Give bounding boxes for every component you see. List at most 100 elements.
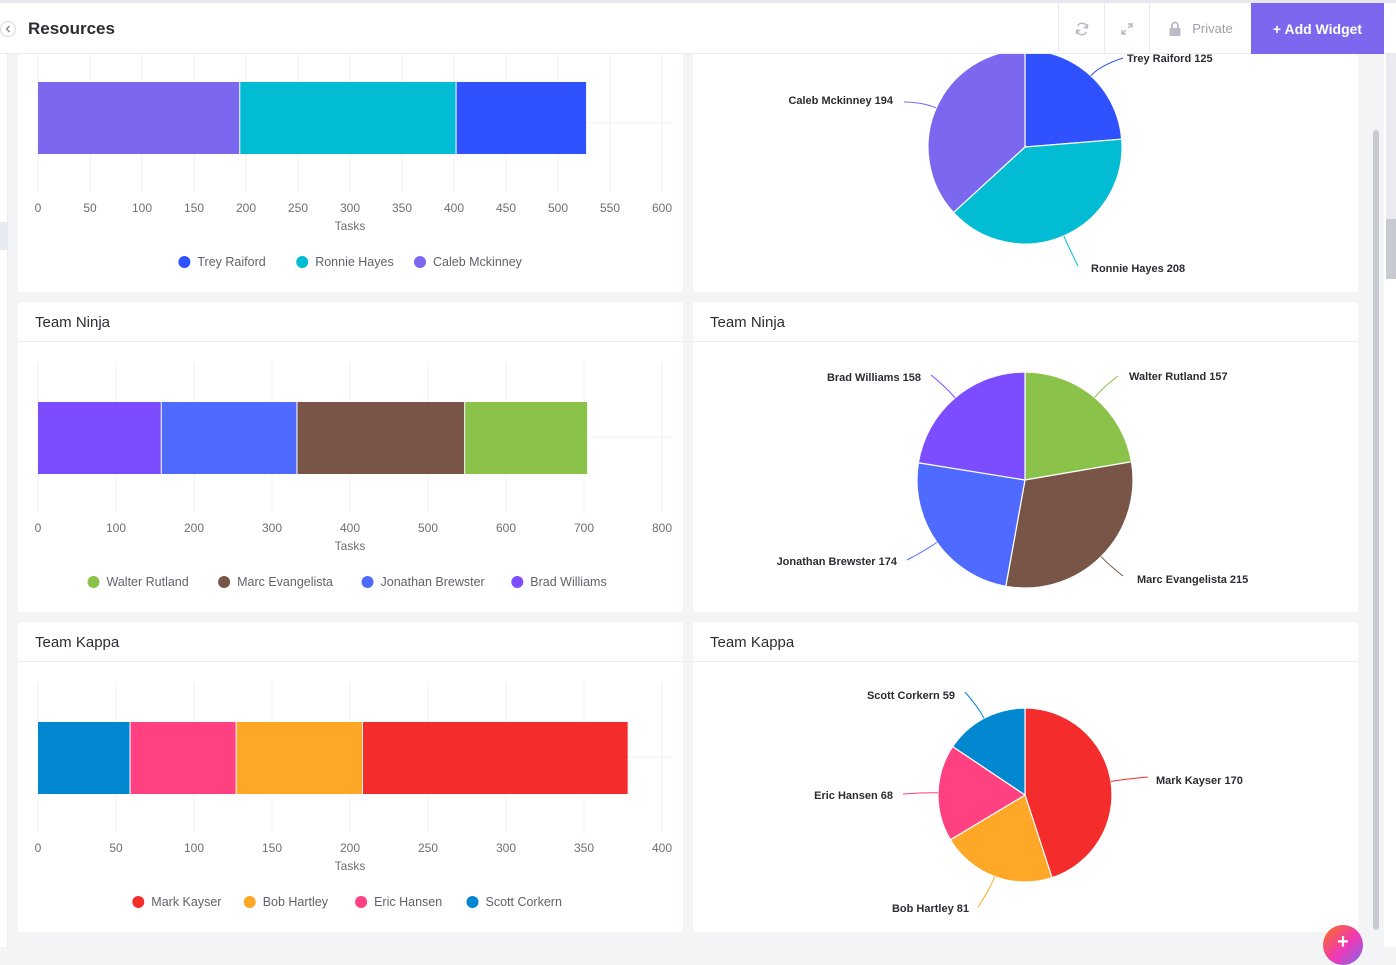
x-tick-label: 250 — [418, 841, 438, 855]
leader-line — [906, 541, 938, 561]
pie-slice-mark-kayser — [1024, 707, 1113, 879]
slice-label: Mark Kayser 170 — [1156, 775, 1243, 787]
slice-label: Eric Hansen 68 — [814, 790, 893, 802]
x-tick-label: 350 — [574, 841, 594, 855]
pie-slice-bob-hartley — [949, 794, 1053, 883]
refresh-icon — [1075, 21, 1088, 36]
legend-label: Bob Hartley — [263, 895, 329, 909]
bar-segment-bob-hartley — [236, 722, 363, 794]
leader-line — [930, 374, 956, 399]
x-tick-label: 200 — [340, 841, 360, 855]
pie-widget-team-ninja: Team Ninja Walter Rutland 157 Marc Evange… — [693, 302, 1358, 612]
x-tick-label: 0 — [35, 521, 42, 535]
pie-slice-scott-corkern — [951, 707, 1026, 797]
widget-title: Team Ninja — [35, 314, 111, 331]
bar-widget-team-1: 0 50 100 150 200 250 300 350 400 450 500 550 600 Task… — [18, 54, 683, 292]
legend-label: Trey Raiford — [197, 255, 265, 269]
leader-line — [903, 101, 937, 109]
slice-label: Brad Williams 158 — [827, 372, 921, 384]
pie-chart: Walter Rutland 157 Marc Evangelista 215 Jo… — [777, 371, 1248, 589]
legend-dot — [466, 896, 479, 908]
x-tick-label: 400 — [340, 521, 360, 535]
stacked-bar-chart: 0 50 100 150 200 250 300 350 400 450 500 550 600 Task… — [35, 54, 672, 269]
legend-label: Walter Rutland — [107, 575, 189, 589]
add-widget-button[interactable]: + Add Widget — [1251, 3, 1384, 54]
legend-dot — [361, 576, 374, 588]
lock-icon — [1169, 21, 1181, 36]
slice-label: Walter Rutland 157 — [1129, 371, 1228, 383]
x-tick-label: 300 — [340, 201, 360, 215]
slice-label: Ronnie Hayes 208 — [1091, 263, 1185, 275]
expand-icon — [1121, 22, 1133, 35]
pie-chart: Trey Raiford 125 Ronnie Hayes 208 Caleb Mc… — [788, 54, 1213, 275]
leader-line — [902, 792, 939, 795]
legend-dot — [355, 896, 368, 908]
pie-slice-walter-rutland — [1024, 371, 1133, 481]
stacked-bar-chart: 0 50 100 150 200 250 300 350 400 Tasks Mark Kayser… — [35, 682, 672, 909]
x-tick-label: 400 — [652, 841, 672, 855]
privacy-label: Private — [1192, 21, 1233, 36]
x-tick-label: 800 — [652, 521, 672, 535]
slice-label: Scott Corkern 59 — [867, 690, 955, 702]
bar-segment-walter-rutland — [464, 402, 588, 474]
scrollbar-thumb[interactable] — [1373, 130, 1379, 930]
x-tick-label: 400 — [444, 201, 464, 215]
leader-line — [1110, 776, 1149, 782]
top-bar: Resources Private + Add Widget — [0, 0, 1396, 54]
x-tick-label: 200 — [236, 201, 256, 215]
bar-segment-marc-evangelista — [296, 402, 465, 474]
x-tick-label: 150 — [262, 841, 282, 855]
refresh-button[interactable] — [1058, 3, 1104, 54]
plus-icon: + — [1337, 931, 1349, 953]
legend-dot — [132, 896, 145, 908]
bar-segment-caleb-mckinney — [38, 82, 240, 154]
right-panel-edge — [1384, 54, 1396, 947]
x-tick-label: 500 — [418, 521, 438, 535]
pie-slice-jonathan-brewster — [916, 462, 1026, 587]
pie-slice-trey-raiford — [1024, 54, 1123, 148]
slice-label: Caleb Mckinney 194 — [788, 95, 893, 107]
stacked-bar-chart: 0 100 200 300 400 500 600 700 800 Tasks Walter Rut… — [35, 362, 672, 589]
collapse-sidebar-button[interactable] — [0, 21, 16, 37]
x-tick-label: 0 — [35, 841, 42, 855]
sidebar-active-marker — [0, 222, 8, 250]
chevron-left-icon — [5, 25, 10, 33]
bar-widget-team-kappa: Team Kappa 0 50 100 150 200 250 300 350 400 Tasks… — [18, 622, 683, 932]
x-tick-label: 350 — [392, 201, 412, 215]
pie-slice-eric-hansen — [937, 745, 1027, 841]
x-axis-label: Tasks — [335, 219, 366, 233]
legend-dot — [178, 256, 191, 268]
x-tick-label: 500 — [548, 201, 568, 215]
leader-line — [1090, 57, 1124, 77]
bar-segment-brad-williams — [38, 402, 162, 474]
slice-label: Trey Raiford 125 — [1127, 54, 1213, 65]
widget-title: Team Kappa — [35, 634, 120, 651]
pie-widget-team-1: Trey Raiford 125 Ronnie Hayes 208 Caleb Mc… — [693, 54, 1358, 292]
x-tick-label: 150 — [184, 201, 204, 215]
x-tick-label: 50 — [83, 201, 97, 215]
x-tick-label: 600 — [652, 201, 672, 215]
widget-header: Team Kappa — [693, 622, 1358, 662]
widget-header: Team Ninja — [18, 302, 683, 342]
quick-create-button[interactable]: + — [1323, 925, 1363, 965]
page-title: Resources — [28, 19, 115, 38]
legend-dot — [87, 576, 100, 588]
legend-label: Eric Hansen — [374, 895, 442, 909]
x-tick-label: 50 — [109, 841, 123, 855]
widget-title: Team Ninja — [710, 314, 786, 331]
x-tick-label: 550 — [600, 201, 620, 215]
privacy-toggle[interactable]: Private — [1149, 3, 1251, 54]
x-tick-label: 250 — [288, 201, 308, 215]
x-tick-label: 700 — [574, 521, 594, 535]
legend-label: Brad Williams — [530, 575, 606, 589]
slice-label: Jonathan Brewster 174 — [777, 556, 898, 568]
pie-slice-brad-williams — [917, 371, 1026, 481]
leader-line — [1100, 556, 1124, 577]
bar-segment-trey-raiford — [456, 82, 587, 154]
legend-dot — [296, 256, 309, 268]
x-tick-label: 450 — [496, 201, 516, 215]
pie-widget-team-kappa: Team Kappa Mark Kayser 170 Bob Hartley 81… — [693, 622, 1358, 932]
x-tick-label: 300 — [262, 521, 282, 535]
fullscreen-button[interactable] — [1104, 3, 1149, 54]
slice-label: Bob Hartley 81 — [892, 903, 969, 915]
